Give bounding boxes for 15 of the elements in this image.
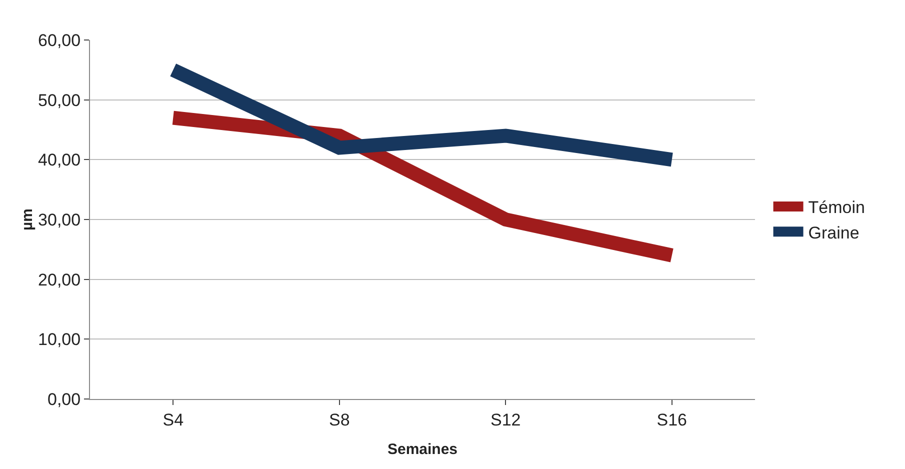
- y-axis-title: µm: [19, 208, 36, 230]
- y-tick-label: 40,00: [38, 150, 81, 170]
- x-tick-label: S12: [490, 410, 521, 430]
- y-tick-label: 60,00: [38, 30, 81, 50]
- y-tick-label: 30,00: [38, 210, 81, 230]
- y-tick-label: 10,00: [38, 330, 81, 350]
- x-axis-title: Semaines: [387, 441, 458, 458]
- y-tick-label: 20,00: [38, 270, 81, 290]
- y-tick-label: 50,00: [38, 90, 81, 110]
- x-tick-label: S16: [656, 410, 688, 430]
- legend-label: Graine: [808, 223, 860, 242]
- y-tick-label: 0,00: [48, 390, 81, 409]
- legend-label: Témoin: [808, 198, 865, 218]
- x-tick-label: S8: [328, 410, 350, 430]
- x-tick-label: S4: [162, 410, 184, 430]
